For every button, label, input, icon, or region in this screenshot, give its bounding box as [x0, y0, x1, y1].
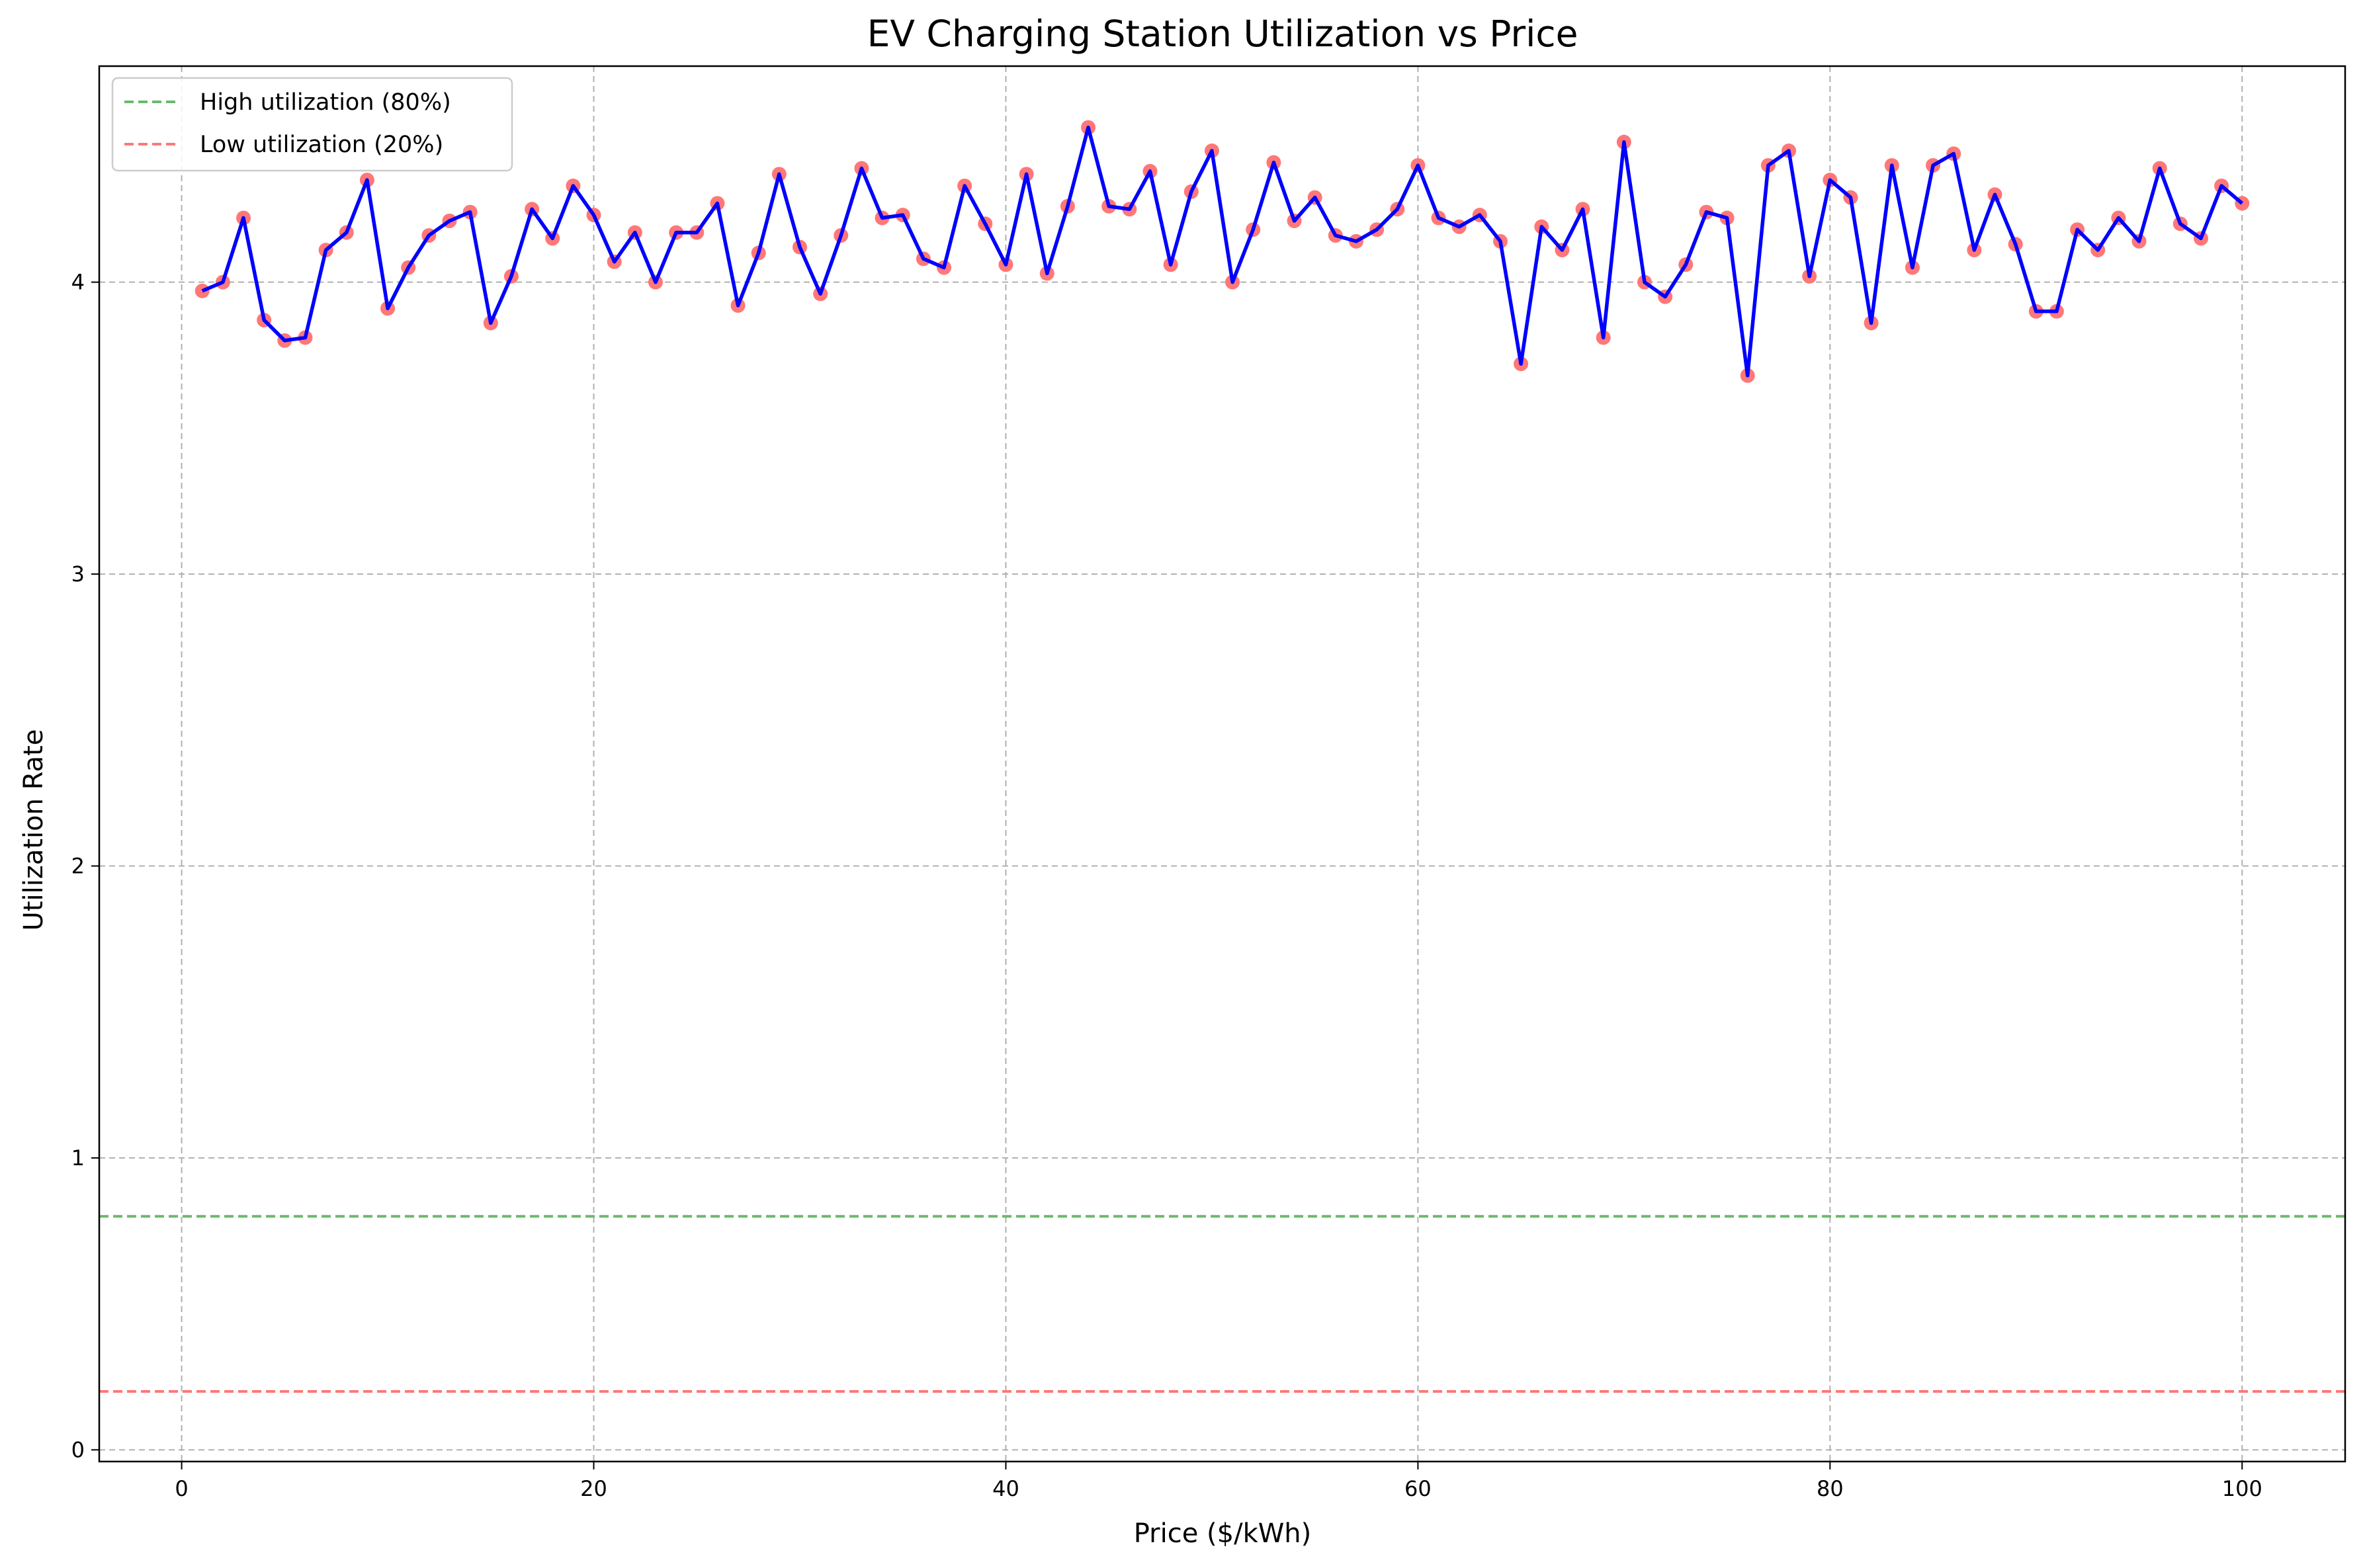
x-axis-label: Price ($/kWh) — [1134, 1518, 1312, 1549]
series-line-layer — [201, 125, 2244, 378]
grid-layer — [99, 66, 2345, 1462]
legend: High utilization (80%) Low utilization (… — [111, 77, 513, 172]
tick-layer: 0 20 40 60 80 100 0 1 2 3 4 — [71, 270, 2262, 1501]
y-tick-label: 2 — [71, 853, 85, 878]
chart-title: EV Charging Station Utilization vs Price — [867, 13, 1578, 55]
x-tick-label: 40 — [992, 1476, 1019, 1501]
legend-label-low: Low utilization (20%) — [200, 132, 443, 158]
y-tick-label: 4 — [71, 270, 85, 295]
x-tick-label: 60 — [1404, 1476, 1432, 1501]
legend-label-high: High utilization (80%) — [200, 89, 451, 116]
y-tick-label: 0 — [71, 1437, 85, 1462]
y-axis-label: Utilization Rate — [19, 729, 49, 931]
x-tick-label: 0 — [175, 1476, 188, 1501]
plot-frame — [98, 65, 2346, 1463]
y-tick-label: 3 — [71, 561, 85, 587]
x-tick-label: 80 — [1817, 1476, 1844, 1501]
legend-box — [111, 77, 513, 172]
x-tick-label: 100 — [2222, 1476, 2262, 1501]
series-line — [201, 125, 2244, 378]
y-tick-label: 1 — [71, 1145, 85, 1171]
x-tick-label: 20 — [580, 1476, 607, 1501]
